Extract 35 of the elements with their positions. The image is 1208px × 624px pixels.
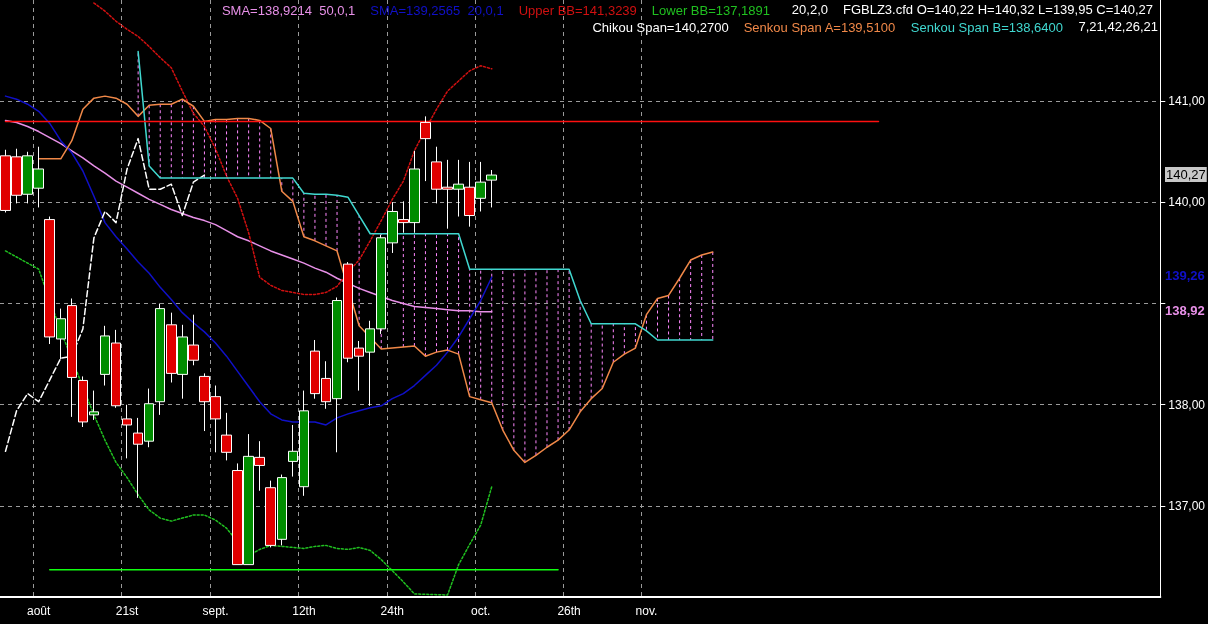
- line-series: [37, 95, 714, 464]
- y-tick-label: 138,00: [1168, 397, 1206, 412]
- annotation: 20,2,0: [791, 2, 829, 17]
- text: 138,92: [1165, 302, 1205, 318]
- candlestick: [486, 169, 497, 208]
- text: 140,27: [1166, 167, 1206, 183]
- candlestick: [122, 404, 132, 459]
- x-tick-label: 21st: [115, 604, 140, 618]
- line-series: [4, 119, 493, 313]
- x-tick-label: sept.: [202, 604, 229, 618]
- text: SMA=138,9214 50,0,1: [221, 2, 356, 18]
- chart-title: FGBLZ3.cfd O=140,22 H=140,32 L=139,95 C=140,27: [842, 2, 1153, 17]
- y-tick-label: 140,00: [1168, 195, 1206, 210]
- candlestick: [420, 115, 431, 182]
- text: Lower BB=137,1891: [651, 2, 771, 18]
- line-series: [4, 95, 493, 426]
- text: Senkou Span B=138,6400: [910, 19, 1064, 35]
- text: Chikou Span=140,2700: [592, 19, 729, 35]
- text: Senkou Span A=139,5100: [743, 19, 896, 35]
- line-series: [137, 50, 714, 341]
- x-tick-label: 26th: [557, 604, 581, 618]
- y-tick-label: 137,00: [1168, 498, 1206, 513]
- line-series: [4, 250, 493, 596]
- y-tick-label: 141,00: [1168, 94, 1206, 109]
- x-tick-label: nov.: [635, 604, 658, 618]
- x-tick-label: 12th: [292, 604, 316, 618]
- candlestick: [221, 412, 232, 461]
- text: Upper BB=141,3239: [518, 2, 637, 18]
- line-series: [4, 137, 206, 453]
- x-tick-label: 24th: [380, 604, 404, 618]
- annotation: 7,21,42,26,21: [1078, 19, 1159, 34]
- x-tick-label: oct.: [471, 604, 491, 618]
- text: SMA=139,2565 20,0,1: [370, 2, 504, 18]
- x-tick-label: août: [27, 604, 52, 618]
- text: 139,26: [1165, 268, 1205, 284]
